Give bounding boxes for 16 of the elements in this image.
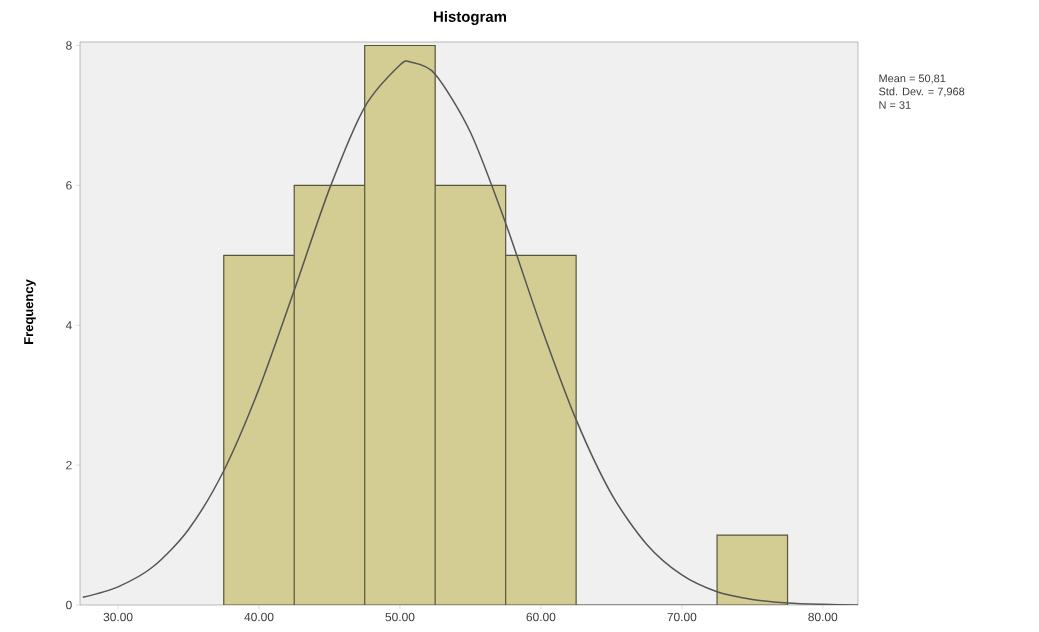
x-tick-label: 50.00 [385, 612, 415, 622]
text: Mean = 50,81 [879, 74, 946, 84]
text: Std. Dev. = 7,968 [879, 87, 965, 97]
y-tick-label: 2 [66, 460, 72, 470]
x-tick-label: 70.00 [667, 612, 697, 622]
x-tick-label: 60.00 [526, 612, 556, 622]
x-tick-label: 40.00 [244, 612, 274, 622]
y-tick-label: 0 [66, 600, 72, 610]
text: N = 31 [879, 101, 911, 109]
x-tick-label: 30.00 [103, 612, 133, 622]
y-tick-label: 6 [66, 181, 72, 190]
y-tick-label: 8 [66, 41, 72, 50]
chart-title: Histogram [434, 10, 507, 25]
y-axis-title: Frequency [24, 279, 36, 344]
y-tick-label: 4 [65, 321, 72, 330]
x-tick-label: 80.00 [808, 612, 838, 622]
